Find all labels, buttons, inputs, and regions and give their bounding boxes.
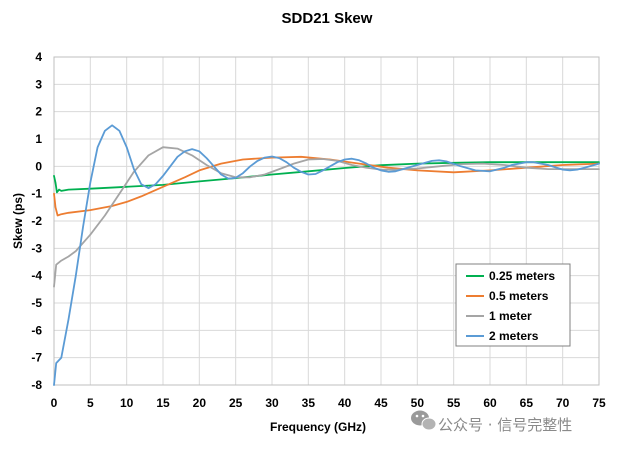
watermark-text: 公众号 · 信号完整性: [438, 416, 572, 434]
y-tick-label: -2: [31, 214, 42, 228]
y-tick-label: -7: [31, 351, 42, 365]
wechat-icon: [411, 410, 437, 431]
legend-label-0-25-meters: 0.25 meters: [489, 269, 555, 283]
legend: 0.25 meters 0.5 meters 1 meter 2 meters: [455, 263, 571, 347]
y-tick-label: -6: [31, 323, 42, 337]
y-tick-label: 3: [35, 77, 42, 91]
y-axis-label: Skew (ps): [11, 193, 25, 249]
x-tick-label: 40: [338, 396, 352, 410]
x-tick-label: 70: [556, 396, 570, 410]
plot-area: [53, 56, 600, 386]
x-tick-label: 20: [193, 396, 207, 410]
series-line-0-5-meters: [53, 155, 600, 217]
y-tick-label: -5: [31, 296, 42, 310]
x-tick-label: 75: [592, 396, 606, 410]
series-lines: [53, 124, 600, 386]
x-axis-label: Frequency (GHz): [270, 420, 366, 434]
x-tick-label: 10: [120, 396, 134, 410]
y-tick-label: -1: [31, 187, 42, 201]
legend-label-1-meter: 1 meter: [489, 309, 532, 323]
y-tick-label: -3: [31, 241, 42, 255]
y-tick-label: 4: [35, 50, 42, 64]
y-tick-labels: -8 -7 -6 -5 -4 -3 -2 -1 0 1 2 3 4: [31, 50, 42, 392]
watermark: 公众号 · 信号完整性: [411, 410, 572, 434]
x-tick-label: 30: [265, 396, 279, 410]
y-tick-label: -4: [31, 269, 42, 283]
chart-title: SDD21 Skew: [282, 10, 373, 27]
x-tick-label: 15: [156, 396, 170, 410]
x-tick-label: 45: [374, 396, 388, 410]
x-tick-label: 55: [447, 396, 461, 410]
x-tick-label: 0: [51, 396, 58, 410]
series-line-1-meter: [53, 146, 600, 288]
x-tick-label: 5: [87, 396, 94, 410]
y-tick-label: -8: [31, 378, 42, 392]
legend-label-2-meters: 2 meters: [489, 329, 539, 343]
x-tick-label: 60: [483, 396, 497, 410]
x-tick-label: 25: [229, 396, 243, 410]
x-tick-labels: 0 5 10 15 20 25 30 35 40 45 50 55 60 65 70 75: [51, 396, 606, 410]
legend-label-0-5-meters: 0.5 meters: [489, 289, 549, 303]
y-tick-label: 0: [35, 159, 42, 173]
legend-box: [455, 263, 571, 347]
x-tick-label: 50: [411, 396, 425, 410]
y-tick-label: 2: [35, 105, 42, 119]
x-tick-label: 35: [302, 396, 316, 410]
x-tick-label: 65: [520, 396, 534, 410]
y-tick-label: 1: [35, 132, 42, 146]
series-line-2-meters: [53, 124, 600, 386]
